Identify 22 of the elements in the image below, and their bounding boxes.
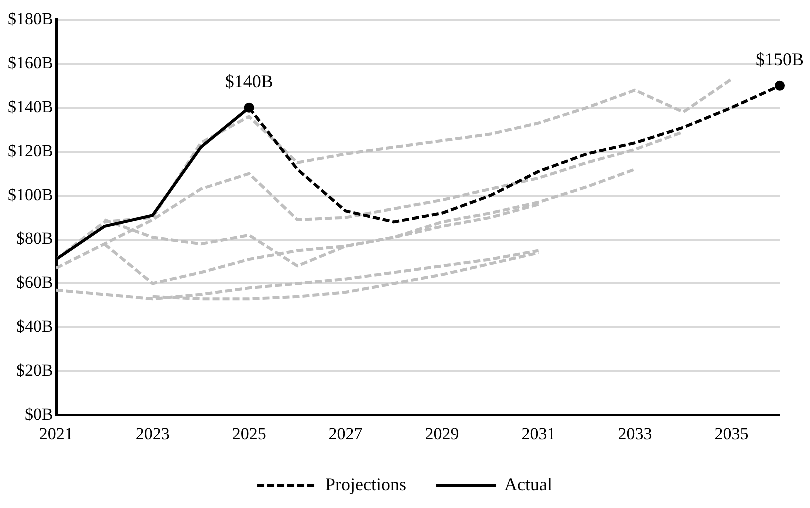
x-tick-label: 2021 xyxy=(39,424,74,444)
y-tick-label: $0B xyxy=(24,405,54,424)
x-tick-label: 2033 xyxy=(618,424,652,444)
y-tick-label: $60B xyxy=(16,273,54,292)
legend-label: Actual xyxy=(504,474,552,495)
y-tick-label: $160B xyxy=(8,53,54,72)
x-tick-label: 2025 xyxy=(232,424,266,444)
y-tick-label: $80B xyxy=(16,229,54,248)
y-tick-label: $100B xyxy=(8,185,54,204)
x-tick-label: 2031 xyxy=(522,424,556,444)
annotation: $140B xyxy=(225,72,274,92)
x-tick-label: 2035 xyxy=(714,424,749,444)
y-tick-label: $120B xyxy=(8,141,54,160)
y-tick-label: $40B xyxy=(16,317,54,336)
x-tick-label: 2023 xyxy=(136,424,170,444)
x-tick-label: 2029 xyxy=(425,424,460,444)
y-tick-label: $180B xyxy=(8,9,54,28)
annotation: $150B xyxy=(756,50,804,70)
x-tick-label: 2027 xyxy=(328,424,364,444)
y-tick-label: $140B xyxy=(8,97,54,116)
y-tick-label: $20B xyxy=(16,361,54,380)
legend-label: Projections xyxy=(326,474,407,495)
